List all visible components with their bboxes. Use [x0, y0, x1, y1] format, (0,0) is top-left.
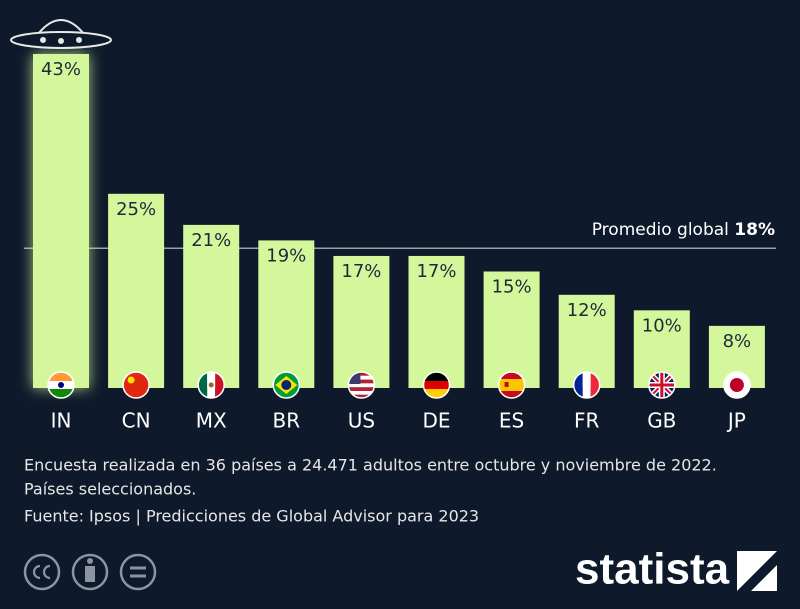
x-tick-label: US — [348, 409, 375, 433]
x-tick-label: DE — [422, 409, 450, 433]
x-tick-label: FR — [574, 409, 600, 433]
bar — [333, 255, 390, 388]
flag-part — [498, 391, 525, 398]
value-label: 8% — [723, 331, 752, 352]
value-label: 15% — [492, 276, 532, 297]
bar — [33, 54, 89, 388]
x-tick-label: ES — [499, 409, 524, 433]
x-tick-label: JP — [726, 409, 746, 433]
flag-part — [198, 372, 208, 398]
logo-icon — [737, 551, 777, 591]
flag-part — [348, 391, 375, 395]
flag-part — [348, 387, 375, 391]
bar — [408, 255, 465, 388]
flag-part — [208, 382, 214, 388]
flag-part — [348, 379, 375, 384]
value-label: 12% — [567, 300, 607, 321]
ufo-icon — [10, 19, 112, 49]
flag-ring — [197, 371, 225, 399]
x-tick-label: MX — [196, 409, 227, 433]
flag-ring — [122, 371, 150, 399]
flag-ring — [723, 371, 751, 399]
flag-part — [648, 383, 675, 387]
flag-part — [281, 380, 292, 390]
flag-part — [215, 372, 225, 398]
flag-icon — [48, 372, 74, 398]
flag-icon — [423, 372, 450, 398]
flag-part — [48, 372, 74, 381]
flag-ring — [648, 371, 676, 399]
bar — [183, 224, 240, 388]
flag-icon — [198, 372, 225, 398]
flag-part — [58, 382, 64, 388]
logo: statista — [575, 545, 730, 594]
bar — [108, 193, 165, 388]
average-label: Promedio global 18% — [592, 220, 775, 240]
flag-ring — [497, 371, 526, 399]
flag-ring — [422, 371, 451, 399]
value-label: 19% — [266, 245, 306, 266]
flag-part — [504, 382, 509, 387]
flag-part — [127, 376, 135, 384]
value-label: 21% — [191, 230, 231, 251]
flag-part — [582, 372, 591, 398]
flag-part — [348, 394, 375, 398]
bar — [258, 240, 315, 388]
plot-area: 43% IN 25% CN 21% MX 19% BR 17% US 17% DE 15% ES 12% FR… — [24, 54, 776, 433]
flag-icon — [498, 372, 525, 398]
flag-part — [348, 383, 375, 388]
flag-part — [498, 372, 525, 379]
flag-part — [573, 372, 583, 398]
value-label: 43% — [41, 59, 81, 80]
value-label: 10% — [642, 315, 682, 336]
flag-ring — [347, 371, 376, 399]
flag-part — [423, 381, 450, 389]
flag-part — [423, 389, 450, 398]
flag-icon — [348, 372, 375, 398]
flag-part — [48, 389, 74, 398]
bar — [483, 271, 540, 388]
flag-part — [348, 372, 375, 376]
source: Fuente: Ipsos | Predicciones de Global A… — [24, 507, 479, 526]
average-name: Promedio global — [592, 220, 729, 240]
flag-ring — [272, 371, 301, 399]
note: Países seleccionados. — [24, 480, 196, 499]
flag-part — [590, 372, 600, 398]
x-tick-label: GB — [647, 409, 676, 433]
note: Encuesta realizada en 36 países a 24.471… — [24, 456, 717, 475]
value-label: 17% — [341, 261, 381, 282]
average-value: 18% — [734, 220, 775, 240]
x-tick-label: CN — [122, 409, 151, 433]
value-label: 17% — [416, 261, 456, 282]
value-label: 25% — [116, 199, 156, 220]
flag-part — [348, 375, 375, 380]
x-tick-label: BR — [272, 409, 300, 433]
flag-part — [423, 372, 450, 381]
flag-icon — [573, 372, 600, 398]
flag-ring — [47, 371, 75, 399]
flag-part — [729, 378, 744, 392]
flag-ring — [572, 371, 601, 399]
flag-part — [498, 379, 525, 391]
license-icons — [23, 553, 157, 591]
x-tick-label: IN — [51, 409, 72, 433]
